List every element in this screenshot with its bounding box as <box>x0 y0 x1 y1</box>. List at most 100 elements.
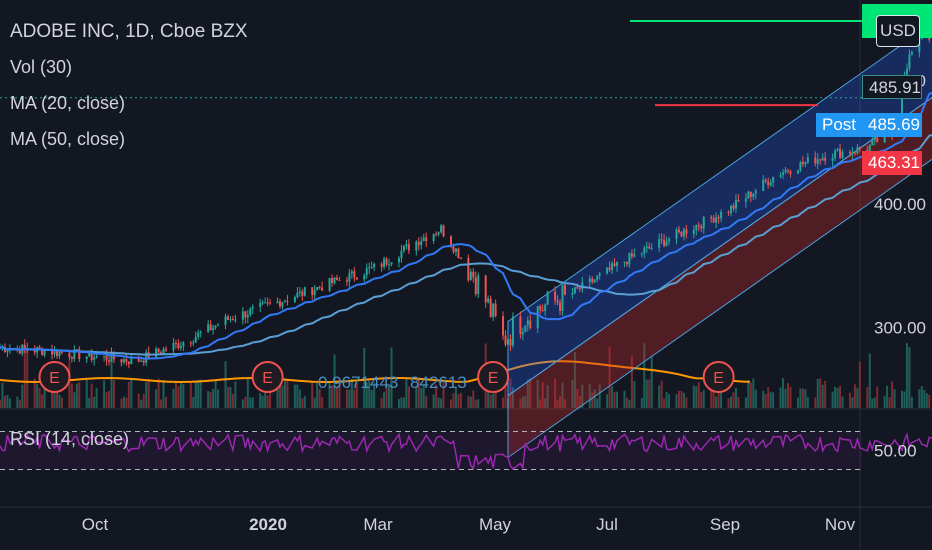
volume-bar <box>177 386 180 408</box>
candle-body <box>814 157 817 164</box>
candle-body <box>732 205 735 209</box>
volume-bar <box>51 379 54 408</box>
candle-body <box>226 316 229 320</box>
currency-button[interactable]: USD <box>876 15 920 47</box>
candle-body <box>660 239 663 241</box>
ma50-legend[interactable]: MA (50, close) <box>10 129 126 149</box>
volume-bar <box>474 399 477 408</box>
volume-legend[interactable]: Vol (30) <box>10 57 73 77</box>
candle-body <box>737 200 740 202</box>
candle-body <box>18 348 21 354</box>
candle-body <box>259 302 262 307</box>
volume-bar <box>762 390 765 408</box>
candle-body <box>197 332 200 338</box>
volume-bar <box>75 383 78 408</box>
volume-bar <box>53 381 56 408</box>
volume-bar <box>717 389 720 408</box>
candle-body <box>38 347 41 349</box>
candle-body <box>717 217 720 219</box>
volume-bar <box>350 378 353 408</box>
volume-bar <box>0 399 1 408</box>
volume-bar <box>189 382 192 408</box>
candle-body <box>487 298 490 303</box>
volume-bar <box>787 383 790 408</box>
volume-bar <box>321 397 324 408</box>
candle-body <box>425 237 428 241</box>
volume-bar <box>819 378 822 408</box>
volume-bar <box>839 385 842 408</box>
candle-body <box>174 343 177 345</box>
volume-bar <box>467 395 470 408</box>
volume-bar <box>127 381 130 408</box>
candle-body <box>51 350 54 355</box>
candle-body <box>241 311 244 320</box>
volume-bar <box>110 352 113 408</box>
volume-bar <box>442 380 445 408</box>
volume-bar <box>561 382 564 408</box>
volume-bar <box>407 386 410 408</box>
volume-bar <box>112 380 115 408</box>
candle-body <box>328 278 331 291</box>
volume-bar <box>41 394 44 408</box>
channel-lower-fill[interactable] <box>507 80 932 459</box>
candle-body <box>162 348 165 354</box>
volume-bar <box>36 384 39 408</box>
volume-bar <box>591 392 594 408</box>
volume-bar <box>388 384 391 408</box>
volume-bar <box>563 399 566 408</box>
volume-bar <box>120 398 123 408</box>
volume-bar <box>720 392 723 408</box>
candle-body <box>752 193 755 198</box>
volume-bar <box>73 392 76 408</box>
last-price-tag: 485.91 <box>862 75 922 99</box>
volume-bar <box>730 396 733 408</box>
candle-body <box>519 316 522 335</box>
volume-bar <box>174 380 177 408</box>
candle-body <box>212 327 215 331</box>
volume-bar <box>692 385 695 408</box>
volume-bar <box>888 397 891 408</box>
candle-body <box>744 198 747 202</box>
candle-body <box>261 302 264 304</box>
candle-body <box>350 271 353 274</box>
volume-bar <box>685 397 688 408</box>
volume-bar <box>162 379 165 408</box>
candle-body <box>700 226 703 229</box>
candle-body <box>207 324 210 332</box>
symbol-title[interactable]: ADOBE INC, 1D, Cboe BZX <box>10 21 248 42</box>
candle-body <box>78 349 81 360</box>
candle-body <box>839 149 842 158</box>
volume-bar <box>682 392 685 408</box>
candle-body <box>754 190 757 194</box>
candle-body <box>511 316 514 346</box>
volume-bar <box>160 399 163 408</box>
candle-body <box>246 314 249 318</box>
volume-bar <box>437 397 440 408</box>
volume-bar <box>199 379 202 408</box>
rsi-legend[interactable]: RSI (14, close) <box>10 429 130 449</box>
volume-bar <box>893 389 896 408</box>
volume-bar <box>244 396 247 408</box>
volume-bar <box>643 343 646 408</box>
volume-bar <box>804 389 807 408</box>
candle-body <box>397 258 400 263</box>
candle-body <box>75 349 78 351</box>
earnings-markers[interactable]: EEEEE <box>38 361 932 393</box>
candle-body <box>365 268 368 276</box>
volume-bar <box>179 382 182 408</box>
volume-ma-line <box>0 360 751 384</box>
candle-body <box>383 258 386 267</box>
volume-bar <box>452 393 455 408</box>
candle-body <box>853 152 856 154</box>
candle-body <box>747 191 750 199</box>
volume-bar <box>142 393 145 408</box>
ma20-legend[interactable]: MA (20, close) <box>10 93 126 113</box>
volume-bar <box>891 381 894 408</box>
candle-body <box>680 231 683 237</box>
volume-bar <box>105 391 108 408</box>
candle-body <box>910 51 913 55</box>
volume-bar <box>712 382 715 408</box>
earnings-marker-label: E <box>488 370 499 387</box>
candle-body <box>521 331 524 335</box>
